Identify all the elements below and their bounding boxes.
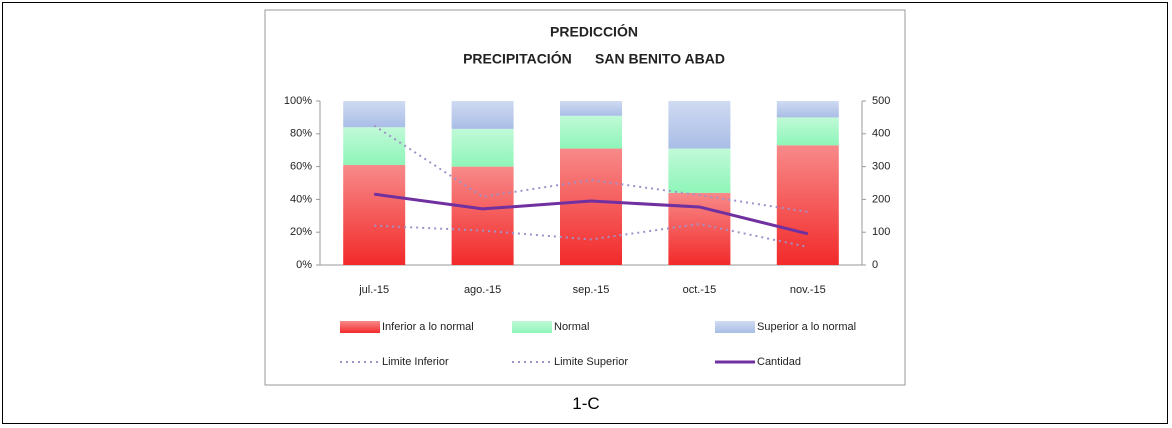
bar [560, 148, 622, 265]
legend-label: Normal [554, 321, 589, 333]
y2-tick-label: 400 [872, 128, 890, 140]
y2-tick-label: 100 [872, 226, 890, 238]
bar [668, 148, 731, 193]
bar [451, 166, 514, 265]
x-tick-label: nov.-15 [790, 284, 826, 296]
chart-subtitle: PRECIPITACIÓN SAN BENITO ABAD [463, 50, 725, 67]
y-tick-label: 20% [290, 226, 312, 238]
y2-tick-label: 0 [872, 259, 878, 271]
legend-label: Cantidad [757, 356, 801, 368]
bar [776, 101, 839, 118]
bar [343, 164, 406, 265]
line [373, 124, 808, 213]
caption: 1-C [572, 394, 600, 413]
legend-label: Limite Inferior [382, 356, 449, 368]
y2-tick-label: 500 [872, 95, 890, 107]
bar [776, 117, 839, 146]
legend-swatch [715, 321, 755, 333]
bar [668, 101, 731, 149]
bar [560, 101, 622, 116]
x-tick-label: oct.-15 [683, 284, 717, 296]
line [374, 222, 809, 248]
legend-swatch [340, 321, 380, 333]
bar [451, 101, 514, 129]
x-tick-label: sep.-15 [573, 284, 610, 296]
y2-tick-label: 200 [872, 193, 890, 205]
legend-label: Inferior a lo normal [382, 321, 474, 333]
y-tick-label: 100% [284, 95, 312, 107]
legend-swatch [512, 321, 552, 333]
line [373, 192, 809, 236]
bar [560, 115, 622, 149]
y2-tick-label: 300 [872, 161, 890, 173]
y-tick-label: 80% [290, 128, 312, 140]
chart-title: PREDICCIÓN [550, 23, 638, 40]
y-tick-label: 60% [290, 161, 312, 173]
legend-label: Superior a lo normal [757, 321, 856, 333]
bar [776, 145, 839, 265]
legend-label: Limite Superior [554, 356, 628, 368]
x-tick-label: jul.-15 [358, 284, 389, 296]
bar [343, 101, 406, 128]
y-tick-label: 0% [296, 259, 312, 271]
y-tick-label: 40% [290, 193, 312, 205]
bar [343, 127, 406, 165]
x-tick-label: ago.-15 [464, 284, 501, 296]
bar [451, 128, 514, 167]
